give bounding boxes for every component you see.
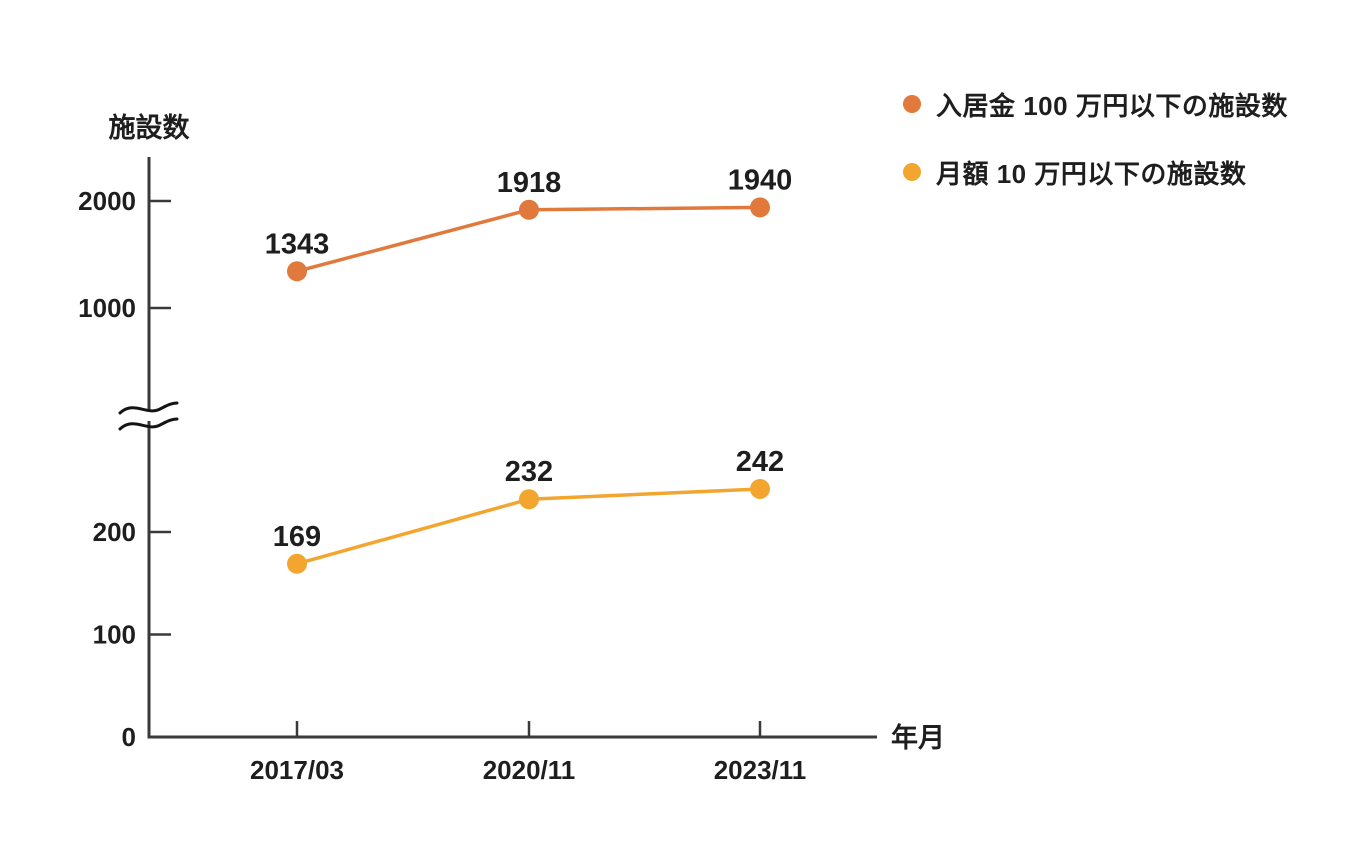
- x-tick-label: 2017/03: [250, 755, 344, 785]
- chart-legend: 入居金 100 万円以下の施設数 月額 10 万円以下の施設数: [903, 88, 1288, 189]
- axis-break-wave-icon: [118, 401, 179, 415]
- data-point-value-label: 242: [736, 446, 784, 478]
- legend-dot-icon: [903, 163, 921, 181]
- y-tick-label: 2000: [78, 186, 136, 216]
- data-point-value-label: 1940: [728, 164, 793, 196]
- legend-label: 月額 10 万円以下の施設数: [936, 158, 1247, 189]
- legend-item-series-0: 入居金 100 万円以下の施設数: [903, 88, 1288, 121]
- legend-dot-icon: [903, 95, 921, 113]
- data-point-dot-series-1: [519, 489, 539, 510]
- y-tick-label: 200: [93, 517, 136, 547]
- axis-break-gap: [145, 411, 153, 421]
- data-point-dot-series-0: [287, 261, 307, 282]
- y-tick-label: 1000: [78, 293, 136, 323]
- y-tick-label: 100: [93, 620, 136, 650]
- data-point-value-label: 169: [273, 521, 321, 553]
- x-tick-label: 2020/11: [483, 755, 576, 785]
- x-axis-title: 年月: [891, 722, 945, 753]
- x-tick-label: 2023/11: [714, 755, 807, 785]
- legend-label: 入居金 100 万円以下の施設数: [936, 90, 1288, 121]
- y-tick-label: 0: [122, 722, 136, 752]
- data-point-dot-series-1: [287, 553, 307, 574]
- data-point-value-label: 1343: [265, 228, 330, 260]
- data-point-dot-series-0: [519, 199, 539, 220]
- data-point-value-label: 232: [505, 456, 553, 488]
- legend-item-series-1: 月額 10 万円以下の施設数: [903, 156, 1288, 189]
- axis-break-wave-icon: [118, 417, 179, 431]
- data-point-dot-series-0: [750, 197, 770, 218]
- data-point-dot-series-1: [750, 478, 770, 499]
- y-axis-title: 施設数: [109, 112, 191, 143]
- data-point-value-label: 1918: [497, 167, 562, 199]
